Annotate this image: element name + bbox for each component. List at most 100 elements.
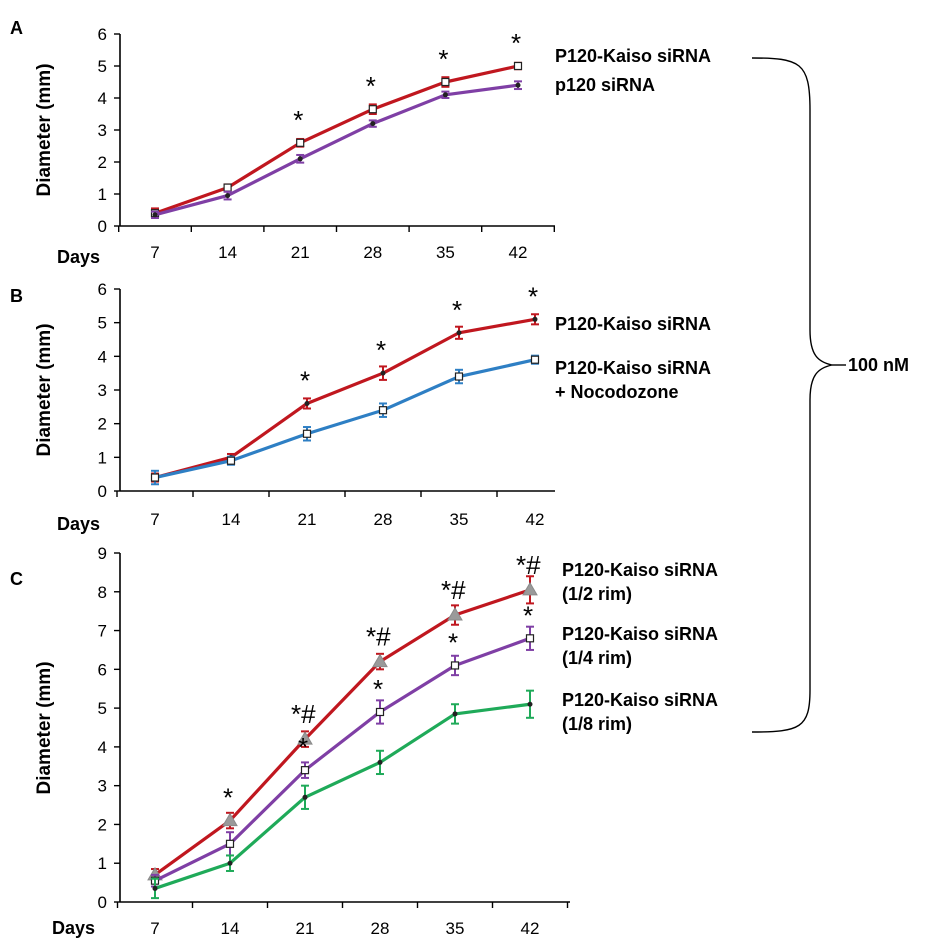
y-tick-label: 0 (98, 482, 107, 501)
significance-marker: *# (516, 550, 541, 580)
y-tick-label: 1 (98, 448, 107, 467)
data-point (302, 429, 312, 438)
data-point (223, 183, 232, 192)
significance-marker: * (293, 105, 303, 135)
data-point (304, 400, 310, 406)
legend-label-line: P120-Kaiso siRNA (555, 46, 711, 66)
data-point (377, 759, 383, 765)
x-tick-label: 21 (298, 510, 317, 529)
data-point (226, 456, 236, 465)
y-tick-label: 1 (98, 854, 107, 873)
y-tick-label: 1 (98, 185, 107, 204)
x-tick-label: 35 (450, 510, 469, 529)
brace-label: 100 nM (848, 355, 909, 375)
data-point (513, 61, 523, 71)
legend-label-line: P120-Kaiso siRNA (555, 358, 711, 378)
legend-label-line: (1/2 rim) (562, 584, 632, 604)
series-line (154, 358, 536, 480)
data-point (152, 212, 158, 218)
y-tick-label: 3 (98, 381, 107, 400)
legend-label: P120-Kaiso siRNA (1/2 rim) (562, 560, 718, 604)
y-tick-label: 7 (98, 622, 107, 641)
data-point (378, 406, 388, 415)
panel-letter: B (10, 286, 23, 306)
legend-label-line: (1/4 rim) (562, 648, 632, 668)
significance-marker: * (300, 365, 310, 395)
data-point (227, 860, 233, 866)
data-point (372, 653, 388, 668)
brace-100nm (751, 57, 833, 733)
significance-marker: * (366, 71, 376, 101)
data-point (380, 370, 386, 376)
data-point (222, 812, 238, 827)
y-tick-label: 6 (98, 660, 107, 679)
significance-marker: * (523, 600, 533, 630)
series-1 (151, 313, 539, 483)
x-tick-label: 42 (526, 510, 545, 529)
significance-marker: * (376, 335, 386, 365)
significance-marker: * (448, 627, 458, 657)
data-point (297, 731, 313, 745)
x-tick-label: 28 (371, 919, 390, 938)
significance-marker: * (298, 732, 308, 762)
x-tick-label: 14 (218, 243, 237, 262)
legend-label: P120-Kaiso siRNA (555, 46, 711, 66)
significance-marker: * (438, 44, 448, 74)
y-axis-title: Diameter (mm) (34, 661, 55, 794)
series-line (154, 317, 536, 480)
y-tick-label: 5 (98, 314, 107, 333)
x-tick-label: 42 (521, 919, 540, 938)
significance-marker: *# (441, 575, 466, 605)
x-tick-label: 28 (363, 243, 382, 262)
x-tick-label: 28 (374, 510, 393, 529)
x-tick-label: 7 (150, 510, 159, 529)
legend-label-line: P120-Kaiso siRNA (562, 690, 718, 710)
y-tick-label: 2 (98, 415, 107, 434)
data-point (152, 885, 158, 891)
data-point (447, 607, 463, 621)
panel-letter: C (10, 569, 23, 589)
data-point (375, 707, 385, 717)
significance-marker: * (373, 674, 383, 704)
data-point (454, 372, 464, 381)
data-point (456, 330, 462, 336)
y-tick-label: 0 (98, 893, 107, 912)
legend-label: P120-Kaiso siRNA (555, 314, 711, 334)
x-tick-label: 7 (150, 243, 159, 262)
legend-label-line: p120 siRNA (555, 75, 655, 95)
data-point (450, 661, 460, 670)
series-line (154, 83, 519, 217)
y-tick-label: 4 (98, 89, 107, 108)
y-axis-title: Diameter (mm) (34, 323, 55, 456)
significance-marker: * (223, 783, 233, 813)
y-tick-label: 5 (98, 57, 107, 76)
x-tick-label: 14 (222, 510, 241, 529)
data-point (368, 105, 377, 114)
y-tick-label: 6 (98, 25, 107, 44)
y-tick-label: 8 (98, 583, 107, 602)
legend-label: P120-Kaiso siRNA (1/4 rim) (562, 624, 718, 668)
data-point (300, 766, 310, 775)
data-point (370, 121, 376, 127)
series-2 (151, 80, 522, 219)
data-point (297, 156, 303, 162)
series-line (154, 636, 531, 883)
x-axis-title: Days (52, 918, 95, 938)
y-tick-label: 9 (98, 544, 107, 563)
data-point (532, 316, 538, 322)
series-line (154, 702, 531, 890)
significance-marker: * (452, 295, 462, 325)
data-point (515, 82, 521, 88)
data-point (442, 92, 448, 98)
significance-marker: *# (291, 699, 316, 729)
legend-label-line: (1/8 rim) (562, 714, 632, 734)
panel-a: A 0 1 2 3 4 5 6 7 14 21 28 35 42 Days Diameter (mm) * * * *… (10, 18, 711, 267)
x-tick-label: 7 (150, 919, 159, 938)
y-tick-label: 4 (98, 347, 107, 366)
series-3 (151, 689, 534, 900)
data-point (522, 581, 538, 596)
y-axis-title: Diameter (mm) (34, 63, 55, 196)
data-point (225, 193, 231, 199)
series-1 (147, 575, 538, 882)
